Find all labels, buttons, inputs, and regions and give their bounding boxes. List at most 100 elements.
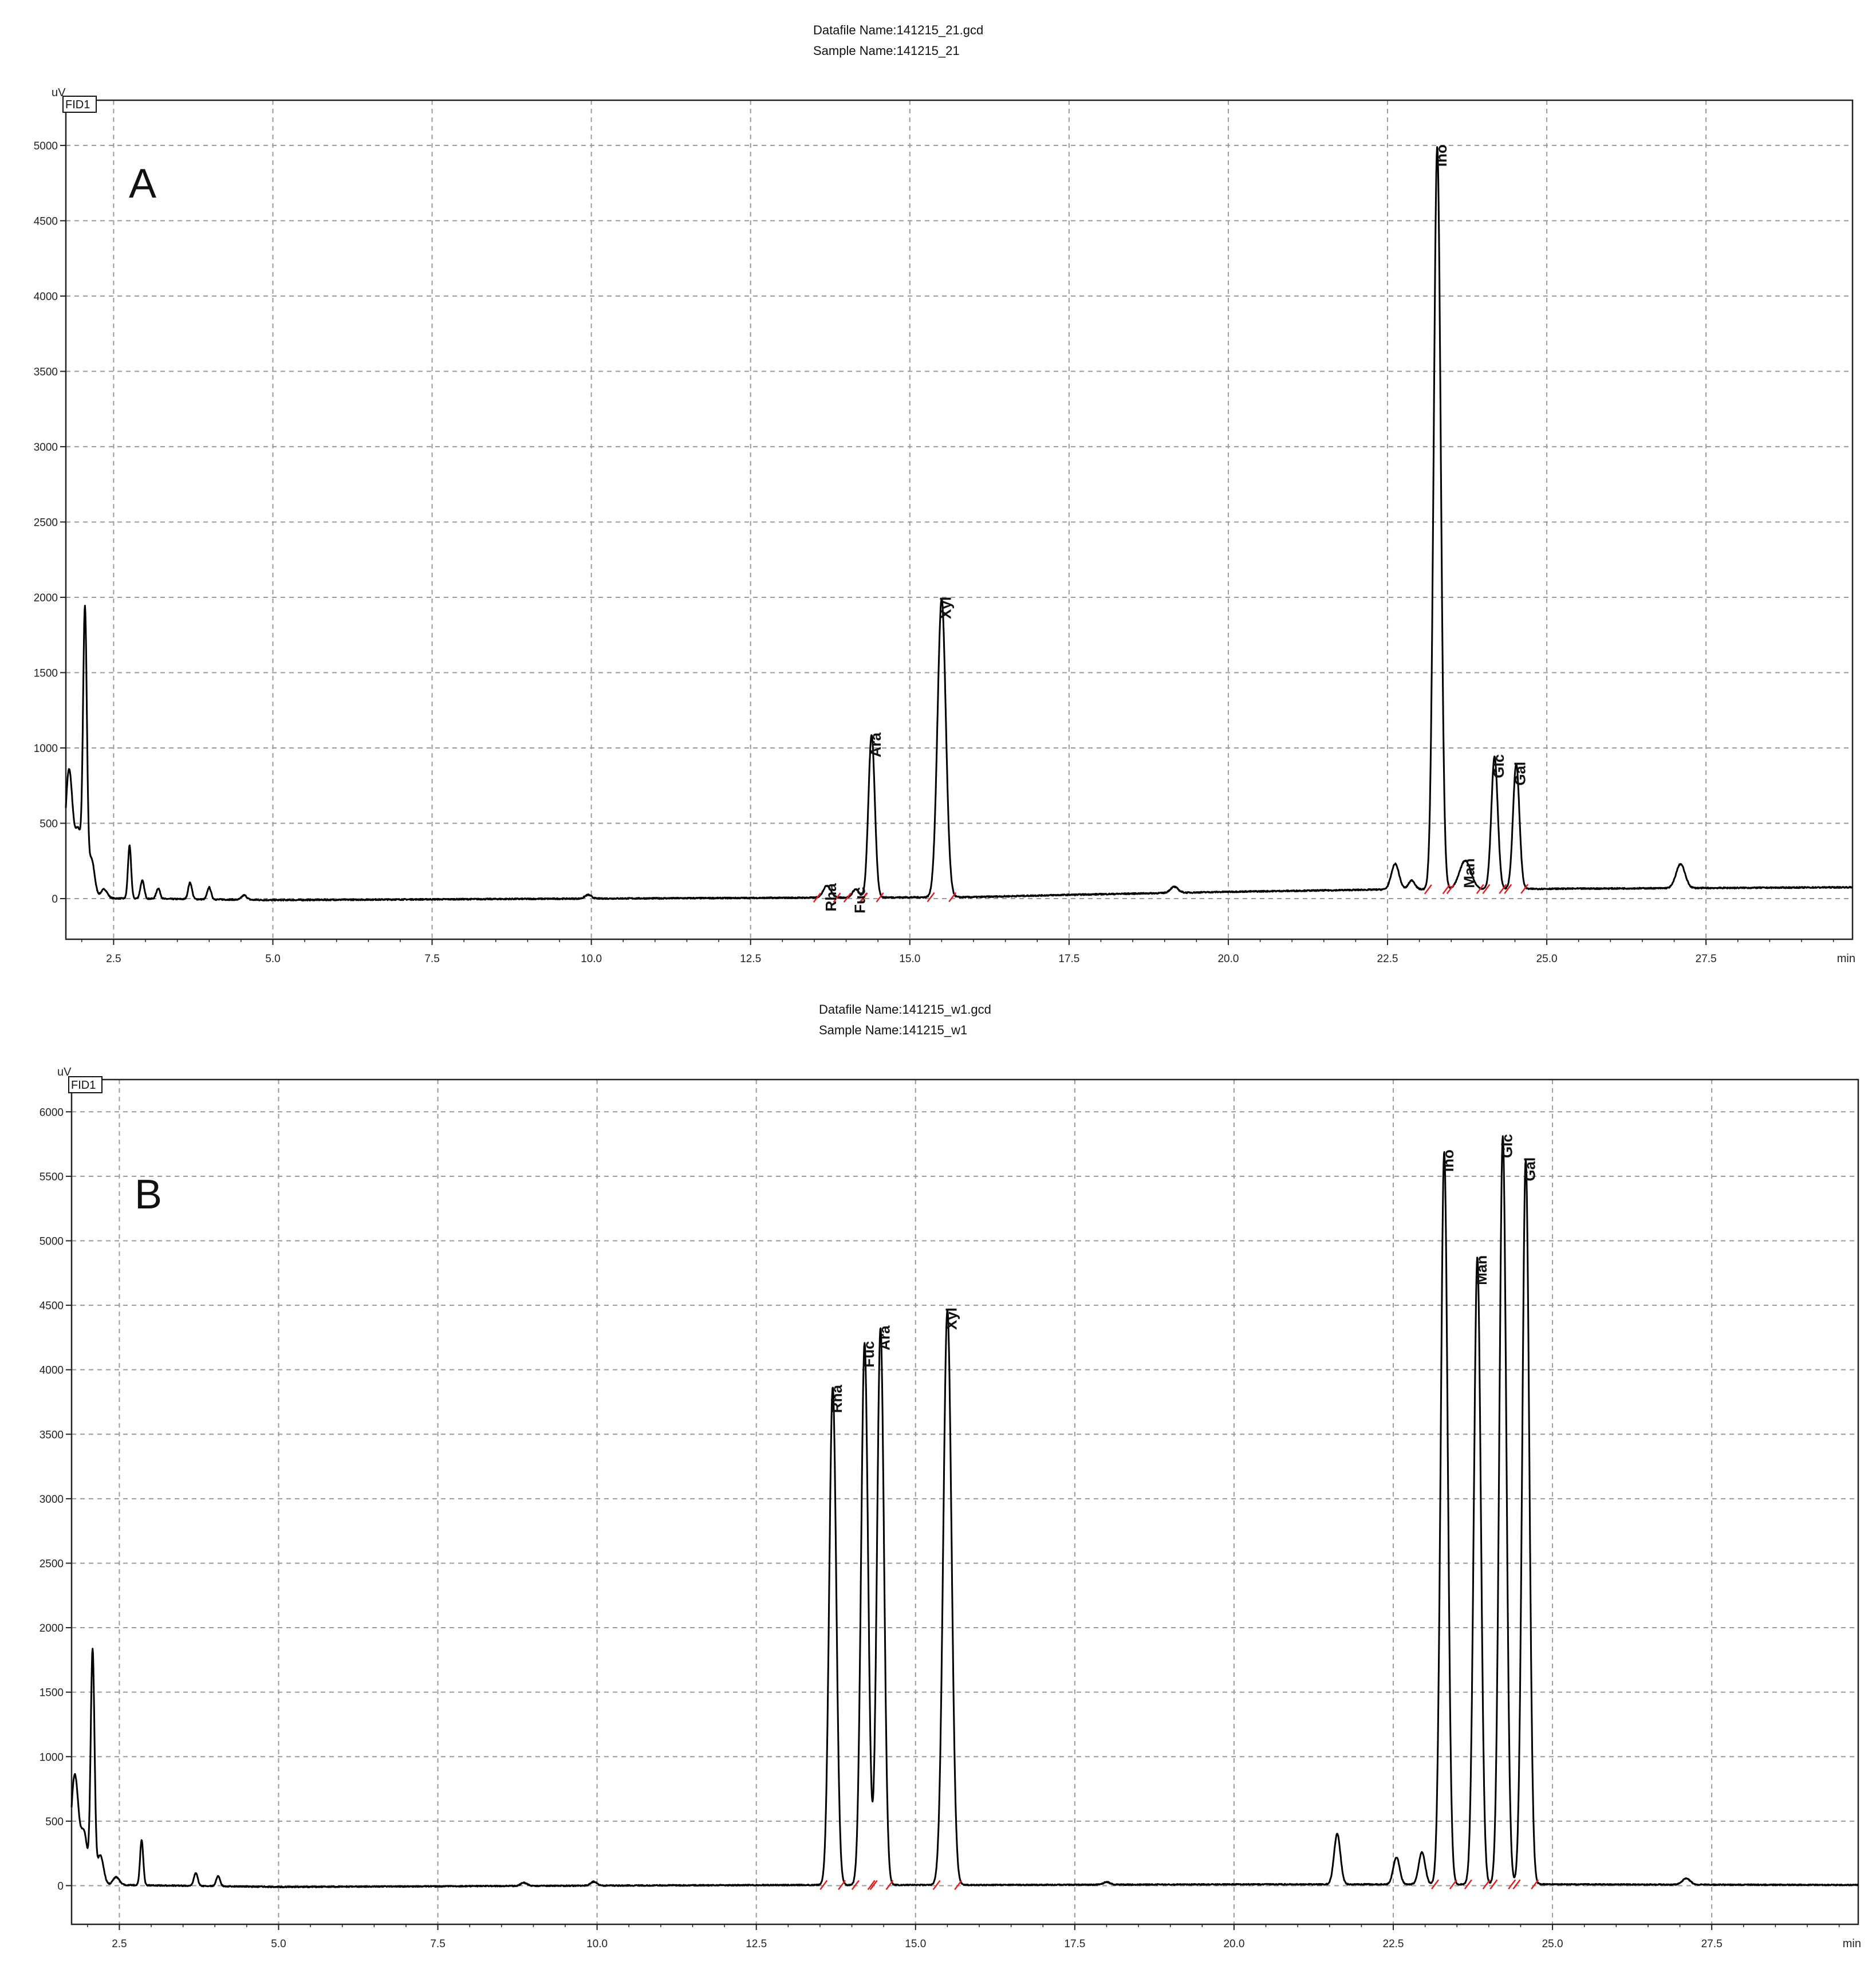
integration-marker bbox=[1464, 1879, 1472, 1889]
peak-label: Ara bbox=[867, 732, 884, 757]
integration-marker bbox=[1482, 884, 1491, 895]
integration-marker bbox=[1442, 884, 1451, 895]
x-tick-label: 22.5 bbox=[1377, 953, 1398, 965]
chromatogram-panel-b: Datafile Name:141215_w1.gcd Sample Name:1… bbox=[40, 1002, 1861, 1950]
y-tick-label: 2000 bbox=[40, 1622, 64, 1635]
x-tick-label: 20.0 bbox=[1217, 953, 1239, 965]
integration-marker bbox=[1489, 1879, 1498, 1889]
integration-marker bbox=[1431, 1879, 1440, 1889]
y-tick-label: 500 bbox=[40, 818, 58, 830]
y-tick-label: 4000 bbox=[34, 291, 58, 303]
integration-marker bbox=[932, 1880, 941, 1891]
integration-marker bbox=[885, 1880, 894, 1891]
sample-name: Sample Name:141215_w1 bbox=[819, 1023, 967, 1037]
integration-marker bbox=[1446, 884, 1455, 895]
y-tick-label: 2000 bbox=[34, 592, 58, 604]
integration-marker bbox=[948, 892, 957, 903]
y-tick-label: 3500 bbox=[40, 1429, 64, 1441]
integration-marker bbox=[1449, 1879, 1457, 1889]
peak-label: Rha bbox=[828, 1385, 845, 1413]
integration-marker bbox=[819, 1880, 828, 1891]
peak-label: Gal bbox=[1512, 762, 1529, 786]
detector-label: FID1 bbox=[71, 1079, 96, 1092]
y-tick-label: 1500 bbox=[34, 667, 58, 679]
peak-label: Xyl bbox=[943, 1308, 960, 1330]
peak-label: Glc bbox=[1490, 754, 1507, 778]
y-tick-label: 1000 bbox=[34, 743, 58, 755]
x-tick-label: 20.0 bbox=[1223, 1938, 1244, 1950]
x-tick-label: 15.0 bbox=[899, 953, 920, 965]
x-tick-label: 15.0 bbox=[905, 1938, 926, 1950]
peak-label: Man bbox=[1461, 858, 1478, 888]
sample-name: Sample Name:141215_21 bbox=[813, 44, 960, 58]
peak-label: Rha bbox=[822, 883, 840, 912]
chromatogram-trace bbox=[65, 146, 1853, 902]
integration-marker bbox=[954, 1880, 963, 1891]
integration-marker bbox=[869, 1880, 878, 1891]
integration-marker bbox=[833, 892, 841, 903]
x-tick-label: 5.0 bbox=[271, 1938, 286, 1950]
peak-label: Glc bbox=[1498, 1134, 1515, 1158]
peak-label: Fuc bbox=[860, 1341, 877, 1367]
peak-label: Xyl bbox=[937, 597, 954, 619]
integration-marker bbox=[867, 1880, 876, 1891]
x-tick-label: 27.5 bbox=[1696, 953, 1717, 965]
x-tick-label: 17.5 bbox=[1064, 1938, 1085, 1950]
y-tick-label: 3000 bbox=[34, 442, 58, 454]
y-tick-label: 1000 bbox=[40, 1751, 64, 1763]
integration-marker bbox=[876, 892, 884, 903]
peak-label: Gal bbox=[1521, 1157, 1538, 1182]
x-tick-label: 2.5 bbox=[106, 953, 121, 965]
y-tick-label: 0 bbox=[52, 893, 58, 905]
integration-marker bbox=[1476, 884, 1484, 895]
y-tick-label: 5000 bbox=[34, 140, 58, 152]
x-tick-label: 27.5 bbox=[1701, 1938, 1723, 1950]
y-tick-label: 5000 bbox=[40, 1235, 64, 1247]
datafile-name: Datafile Name:141215_w1.gcd bbox=[819, 1002, 991, 1017]
y-tick-label: 4000 bbox=[40, 1365, 64, 1377]
x-tick-label: 7.5 bbox=[430, 1938, 445, 1950]
peak-label: Man bbox=[1473, 1255, 1490, 1285]
x-tick-label: 7.5 bbox=[424, 953, 439, 965]
integration-marker bbox=[1512, 1879, 1521, 1889]
detector-label-box bbox=[68, 1076, 103, 1093]
x-axis-unit: min bbox=[1843, 1937, 1861, 1950]
integration-marker bbox=[1504, 884, 1512, 894]
integration-marker bbox=[1531, 1879, 1539, 1889]
peak-label: Ino bbox=[1440, 1149, 1457, 1172]
x-tick-label: 22.5 bbox=[1383, 1938, 1404, 1950]
plot-frame bbox=[70, 1078, 1859, 1925]
integration-marker bbox=[851, 1880, 860, 1891]
x-tick-label: 10.0 bbox=[581, 953, 602, 965]
y-axis-unit: uV bbox=[52, 86, 66, 99]
y-tick-label: 5500 bbox=[40, 1171, 64, 1183]
y-tick-label: 2500 bbox=[34, 517, 58, 529]
x-tick-label: 10.0 bbox=[586, 1938, 608, 1950]
y-tick-label: 3000 bbox=[40, 1494, 64, 1506]
x-tick-label: 25.0 bbox=[1542, 1938, 1563, 1950]
integration-marker bbox=[859, 892, 868, 903]
detector-label-box bbox=[62, 96, 97, 113]
integration-marker bbox=[1482, 1879, 1491, 1889]
y-tick-label: 2500 bbox=[40, 1558, 64, 1570]
integration-marker bbox=[838, 1880, 846, 1891]
x-tick-label: 12.5 bbox=[740, 953, 761, 965]
y-tick-label: 4500 bbox=[34, 215, 58, 227]
y-tick-label: 1500 bbox=[40, 1687, 64, 1699]
plot-frame bbox=[65, 99, 1854, 940]
y-tick-label: 0 bbox=[57, 1880, 64, 1892]
x-tick-label: 2.5 bbox=[112, 1938, 127, 1950]
integration-marker bbox=[1424, 884, 1432, 895]
integration-marker bbox=[1508, 1879, 1516, 1889]
peak-label: Ara bbox=[876, 1325, 893, 1350]
y-tick-label: 3500 bbox=[34, 366, 58, 378]
integration-marker bbox=[1499, 884, 1507, 894]
panel-letter: A bbox=[129, 161, 156, 207]
x-tick-label: 25.0 bbox=[1536, 953, 1558, 965]
y-axis-unit: uV bbox=[57, 1066, 72, 1078]
chromatogram-trace bbox=[70, 1135, 1859, 1889]
y-tick-label: 6000 bbox=[40, 1106, 64, 1119]
peak-label: Fuc bbox=[851, 887, 868, 913]
